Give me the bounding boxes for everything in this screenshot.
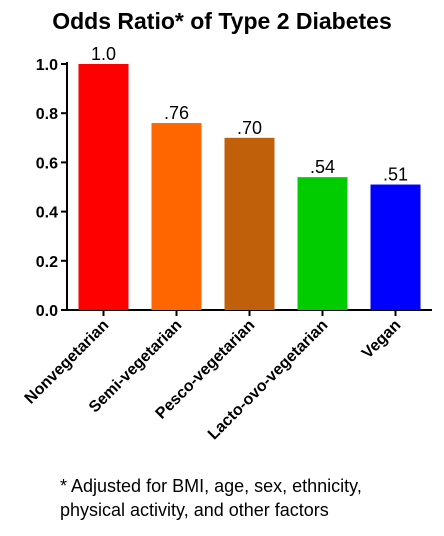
bar-chart: 0.00.20.40.60.81.01.0Nonvegetarian.76Sem… (22, 44, 432, 443)
y-tick-label: 0.8 (36, 106, 58, 123)
x-tick-label: Vegan (359, 317, 404, 362)
y-tick-label: 0.6 (36, 155, 58, 172)
bar (78, 64, 129, 310)
chart-title: Odds Ratio* of Type 2 Diabetes (52, 8, 392, 34)
y-tick-label: 0.2 (36, 254, 58, 271)
bar-value-label: .76 (164, 103, 189, 123)
bar (297, 177, 348, 310)
y-tick-label: 0.0 (36, 303, 58, 320)
bar (151, 123, 202, 310)
bar-value-label: 1.0 (91, 44, 116, 64)
bar (370, 184, 421, 310)
footnote-line-2: physical activity, and other factors (60, 500, 329, 520)
y-tick-label: 1.0 (36, 57, 58, 74)
bar (224, 137, 275, 310)
x-tick-label: Lacto-ovo-vegetarian (205, 317, 331, 443)
bar-value-label: .54 (310, 157, 335, 177)
bar-value-label: .51 (383, 165, 408, 185)
footnote-line-1: * Adjusted for BMI, age, sex, ethnicity, (60, 476, 362, 496)
y-tick-label: 0.4 (36, 205, 58, 222)
bar-value-label: .70 (237, 118, 262, 138)
footnote: * Adjusted for BMI, age, sex, ethnicity,… (60, 474, 362, 522)
